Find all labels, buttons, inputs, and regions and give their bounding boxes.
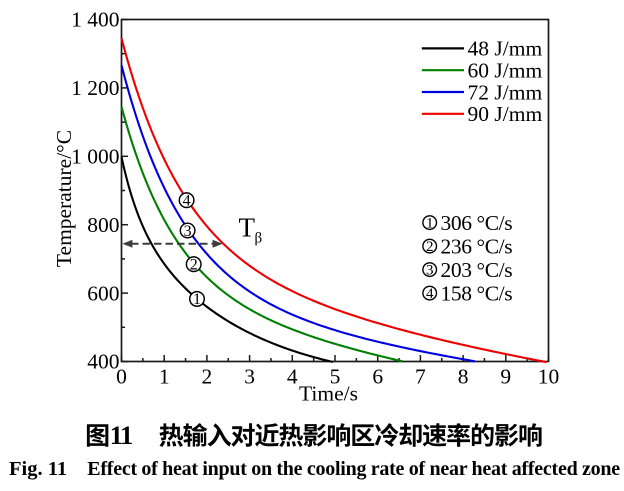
svg-text:4: 4 — [287, 365, 298, 389]
svg-text:5: 5 — [330, 365, 341, 389]
svg-text:4: 4 — [183, 193, 191, 210]
svg-text:236 °C/s: 236 °C/s — [441, 234, 513, 258]
svg-text:10: 10 — [538, 365, 560, 389]
svg-text:Temperature/°C: Temperature/°C — [52, 130, 76, 267]
svg-text:Time/s: Time/s — [299, 382, 358, 406]
svg-text:3: 3 — [244, 365, 255, 389]
svg-text:2: 2 — [426, 239, 434, 255]
svg-text:800: 800 — [87, 213, 119, 237]
svg-text:T: T — [239, 212, 256, 242]
svg-text:0: 0 — [116, 365, 127, 389]
svg-text:Effect of heat input on the co: Effect of heat input on the cooling rate… — [87, 458, 620, 480]
svg-text:2: 2 — [190, 257, 198, 274]
svg-text:4: 4 — [426, 286, 434, 302]
svg-text:3: 3 — [426, 263, 434, 279]
svg-text:8: 8 — [458, 365, 469, 389]
svg-text:1: 1 — [193, 291, 201, 308]
svg-text:2: 2 — [202, 365, 213, 389]
svg-text:11: 11 — [110, 420, 132, 450]
svg-text:6: 6 — [372, 365, 383, 389]
svg-text:9: 9 — [500, 365, 511, 389]
svg-text:1: 1 — [159, 365, 170, 389]
svg-text:90 J/mm: 90 J/mm — [468, 102, 543, 126]
svg-text:β: β — [255, 231, 263, 247]
svg-text:600: 600 — [87, 281, 119, 305]
svg-text:60 J/mm: 60 J/mm — [468, 59, 543, 83]
svg-text:48 J/mm: 48 J/mm — [468, 37, 543, 61]
svg-text:72 J/mm: 72 J/mm — [468, 80, 543, 104]
svg-text:1: 1 — [426, 216, 434, 232]
svg-text:1 200: 1 200 — [71, 76, 119, 100]
svg-text:306 °C/s: 306 °C/s — [441, 211, 513, 235]
svg-text:400: 400 — [87, 350, 119, 374]
svg-text:1 000: 1 000 — [71, 145, 119, 169]
svg-text:158 °C/s: 158 °C/s — [441, 281, 513, 305]
svg-text:203 °C/s: 203 °C/s — [441, 258, 513, 282]
svg-text:3: 3 — [184, 223, 192, 240]
svg-text:7: 7 — [415, 365, 426, 389]
svg-text:1 400: 1 400 — [71, 8, 119, 32]
svg-text:Fig. 11: Fig. 11 — [9, 458, 67, 480]
